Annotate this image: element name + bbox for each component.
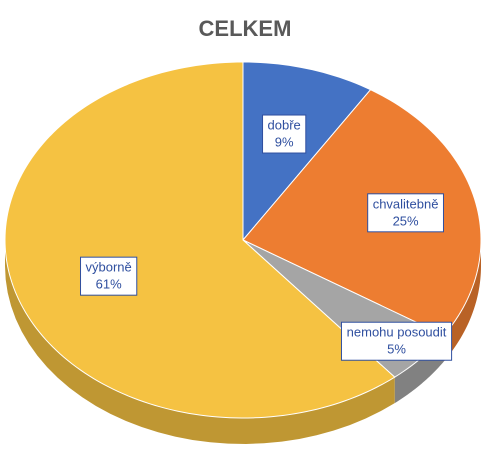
slice-side: [443, 240, 481, 362]
label-category: výborně: [86, 260, 132, 275]
label-value: 61%: [96, 277, 122, 292]
label-box: [367, 193, 444, 233]
data-label: chvalitebně 25%: [367, 193, 444, 233]
label-value: 5%: [387, 342, 406, 357]
slice: [242, 61, 372, 242]
label-value: 9%: [275, 134, 294, 149]
chart-title: CELKEM: [199, 16, 292, 41]
label-box: [80, 256, 138, 296]
data-label: výborně 61%: [80, 256, 138, 296]
label-category: chvalitebně: [373, 196, 439, 211]
label-value: 25%: [393, 213, 419, 228]
label-category: dobře: [268, 117, 301, 132]
label-box: [340, 321, 453, 361]
data-label: nemohu posoudit 5%: [340, 321, 453, 361]
data-label: dobře 9%: [262, 114, 307, 154]
label-box: [262, 114, 307, 154]
slice-side: [5, 240, 395, 444]
label-category: nemohu posoudit: [347, 325, 447, 340]
slice: [242, 89, 482, 336]
slice: [4, 61, 396, 419]
